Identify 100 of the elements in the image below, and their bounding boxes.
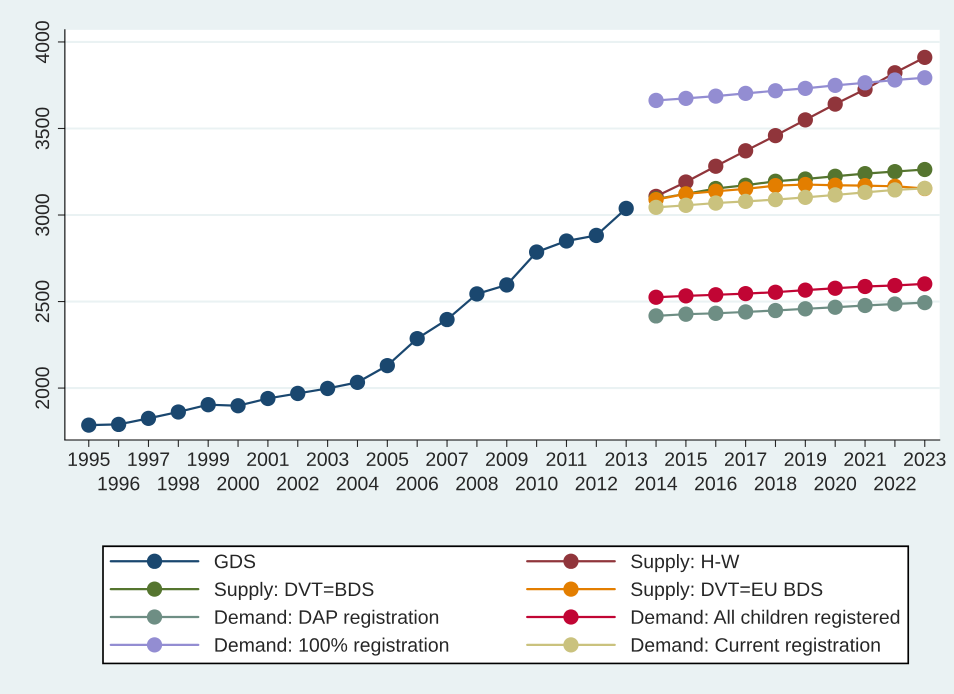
point [708, 195, 724, 211]
point [857, 75, 873, 90]
x2-tick-label: 2008 [456, 476, 498, 490]
x2-tick-label: 2022 [874, 476, 916, 490]
point [200, 397, 216, 412]
y-tick-label: 3000 [35, 194, 50, 236]
legend-label: Demand: 100% registration [215, 638, 448, 656]
x-tick-label: 2007 [426, 452, 468, 466]
point [380, 358, 395, 374]
point [887, 164, 903, 180]
point [439, 312, 455, 328]
x2-tick-label: 2010 [516, 476, 558, 490]
point [857, 298, 873, 314]
x2-tick-label: 1996 [98, 476, 140, 490]
point [678, 306, 694, 322]
x-tick-label: 2003 [306, 452, 348, 466]
point [618, 200, 634, 216]
legend-label: Supply: DVT=EU BDS [631, 582, 822, 600]
point [588, 228, 604, 244]
point [768, 178, 784, 194]
point [828, 300, 843, 315]
point [798, 190, 813, 206]
point [917, 276, 932, 292]
point [768, 192, 784, 208]
legend-label: Demand: Current registration [632, 638, 880, 656]
x-tick-label: 2017 [724, 452, 766, 466]
point [170, 404, 186, 420]
point [648, 308, 664, 324]
point [678, 198, 694, 213]
legend-label: Demand: DAP registration [215, 610, 438, 628]
legend-label: Supply: DVT=BDS [214, 582, 374, 600]
point [798, 112, 813, 128]
point [798, 301, 813, 316]
x2-tick-label: 1998 [158, 476, 200, 490]
point [828, 96, 843, 112]
point [917, 162, 932, 178]
point [350, 374, 366, 390]
point [738, 286, 754, 302]
x2-tick-label: 2012 [576, 476, 617, 490]
point [708, 306, 724, 321]
point [768, 128, 784, 144]
point [768, 302, 784, 318]
point [828, 280, 843, 296]
x2-tick-label: 2000 [217, 476, 259, 490]
point [738, 194, 754, 209]
x2-tick-label: 2016 [695, 476, 737, 490]
point [887, 278, 903, 294]
point [528, 244, 544, 260]
point [708, 88, 724, 104]
point [738, 86, 754, 101]
point [648, 290, 664, 305]
y-tick-label: 2000 [35, 367, 50, 409]
x-tick-label: 2019 [784, 452, 826, 466]
point [81, 417, 96, 433]
point [410, 330, 425, 346]
point [857, 278, 873, 294]
legend-label: Supply: H-W [631, 554, 740, 572]
x-tick-label: 2023 [904, 452, 946, 466]
point [798, 80, 813, 96]
x-tick-label: 2015 [665, 452, 707, 466]
point [708, 158, 724, 174]
y-tick-label: 2500 [35, 280, 50, 322]
point [887, 72, 903, 88]
point [828, 78, 843, 94]
point [798, 282, 813, 298]
x2-tick-label: 2006 [396, 476, 438, 490]
point [917, 294, 932, 310]
point [320, 380, 336, 396]
point [857, 184, 873, 200]
x-tick-label: 2021 [844, 452, 886, 466]
point [738, 143, 754, 158]
x-tick-label: 2001 [247, 452, 289, 466]
point [678, 288, 694, 304]
x-tick-label: 1999 [188, 452, 229, 466]
point [917, 50, 932, 65]
point [887, 182, 903, 198]
point [140, 410, 156, 426]
point [798, 176, 813, 192]
x-tick-label: 2011 [546, 452, 586, 466]
point [768, 284, 784, 300]
y-tick-label: 3500 [35, 108, 50, 150]
point [887, 296, 903, 312]
point [828, 187, 843, 203]
point [499, 277, 514, 293]
point [260, 390, 276, 406]
x-tick-label: 2005 [366, 452, 408, 466]
point [917, 70, 932, 86]
point [738, 304, 754, 320]
legend-label: GDS [214, 554, 256, 568]
point [558, 233, 574, 249]
point [678, 90, 694, 106]
x-tick-label: 2009 [486, 452, 528, 466]
point [708, 287, 724, 302]
point [648, 92, 664, 108]
y-tick-label: 4000 [35, 21, 50, 64]
x2-tick-label: 2014 [635, 476, 678, 490]
point [110, 416, 126, 432]
point [290, 386, 306, 402]
point [768, 83, 784, 98]
point [648, 200, 664, 216]
